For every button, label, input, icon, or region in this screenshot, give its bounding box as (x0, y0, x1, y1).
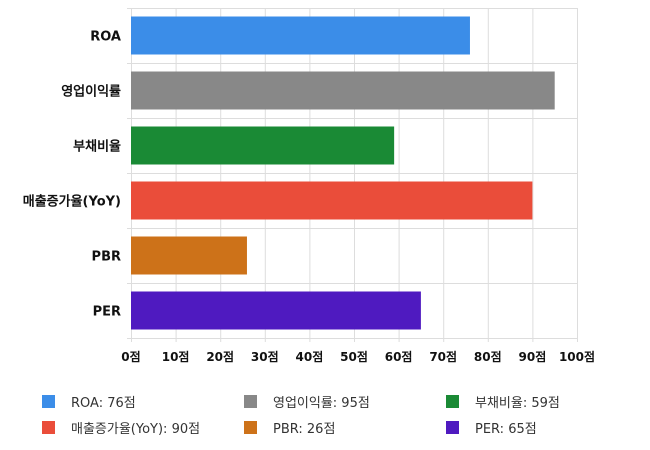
category-label: PBR (92, 250, 121, 265)
legend-item-revenue-growth: 매출증가율(YoY): 90점 (42, 417, 244, 437)
x-tick-labels: 0점 10점 20점 30점 40점 50점 60점 70점 80점 90점 100점 (121, 349, 595, 364)
bar (131, 126, 395, 165)
bar (131, 236, 247, 275)
legend-swatch (42, 394, 55, 408)
legend-swatch (244, 394, 257, 408)
legend-item-pbr: PBR: 26점 (244, 417, 446, 437)
legend-label: 매출증가율(YoY): 90점 (71, 421, 201, 437)
category-label: PER (93, 305, 121, 320)
bar (131, 181, 533, 220)
category-label: 매출증가율(YoY) (23, 194, 121, 210)
legend-label: 부채비율: 59점 (475, 395, 560, 411)
legend-swatch (446, 420, 459, 434)
legend-label: PER: 65점 (475, 421, 537, 437)
x-tick-label: 0점 (121, 349, 140, 364)
legend-swatch (42, 420, 55, 434)
legend-label: ROA: 76점 (71, 395, 136, 411)
legend-swatch (244, 420, 257, 434)
x-tick-label: 20점 (206, 349, 234, 364)
x-tick-label: 100점 (559, 349, 595, 364)
x-tick-label: 50점 (340, 349, 368, 364)
legend-label: PBR: 26점 (273, 421, 336, 437)
legend-label: 영업이익률: 95점 (273, 395, 370, 411)
x-tick-label: 80점 (474, 349, 502, 364)
category-label: ROA (90, 30, 121, 45)
legend-item-debt-ratio: 부채비율: 59점 (446, 391, 636, 411)
x-tick-label: 10점 (162, 349, 190, 364)
category-label: 영업이익률 (61, 84, 121, 100)
bar (131, 71, 555, 110)
x-tick-label: 30점 (251, 349, 279, 364)
bars (131, 16, 555, 330)
x-tick-label: 70점 (429, 349, 457, 364)
legend-swatch (446, 394, 459, 408)
legend: ROA: 76점 영업이익률: 95점 부채비율: 59점 매출증가율(YoY)… (42, 391, 642, 437)
x-tick-label: 60점 (385, 349, 413, 364)
legend-item-roa: ROA: 76점 (42, 391, 244, 411)
grid-lines (127, 8, 578, 342)
category-label: 부채비율 (73, 139, 121, 155)
legend-item-per: PER: 65점 (446, 417, 636, 437)
x-tick-label: 90점 (519, 349, 547, 364)
bar (131, 16, 470, 55)
bar (131, 291, 421, 330)
x-tick-label: 40점 (296, 349, 324, 364)
legend-item-operating-margin: 영업이익률: 95점 (244, 391, 446, 411)
